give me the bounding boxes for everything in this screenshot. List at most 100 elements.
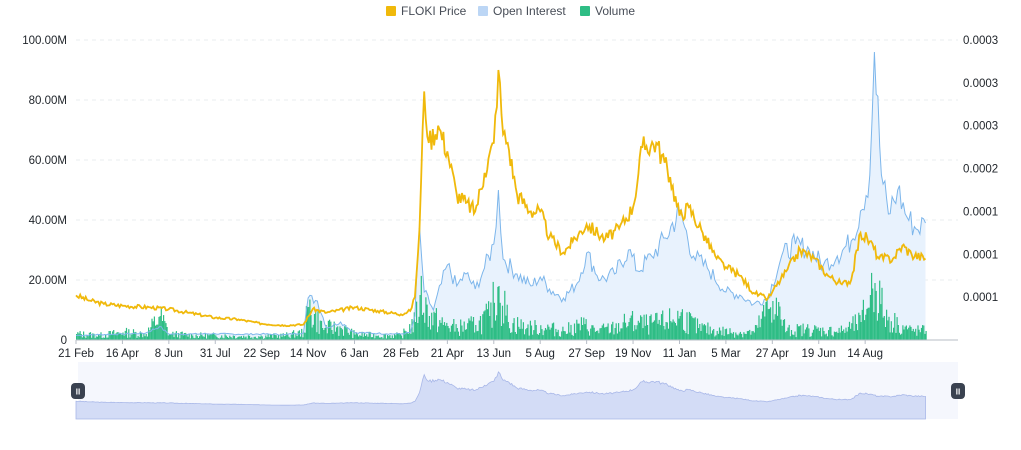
volume-bar bbox=[520, 319, 522, 340]
volume-bar bbox=[700, 331, 702, 340]
volume-bar bbox=[680, 312, 682, 340]
volume-bar bbox=[777, 315, 779, 340]
volume-bar bbox=[225, 335, 227, 340]
volume-bar bbox=[472, 317, 475, 340]
volume-bar bbox=[623, 313, 625, 340]
volume-bar bbox=[826, 336, 829, 340]
volume-bar bbox=[131, 334, 133, 340]
volume-bar bbox=[373, 333, 375, 340]
volume-bar bbox=[77, 332, 79, 340]
volume-bar bbox=[891, 332, 893, 340]
volume-bar bbox=[277, 334, 280, 340]
volume-bar bbox=[848, 321, 851, 340]
volume-bar bbox=[918, 329, 920, 340]
volume-bar bbox=[361, 331, 363, 340]
volume-bar bbox=[616, 333, 618, 340]
volume-bar bbox=[745, 334, 747, 340]
volume-bar bbox=[507, 322, 509, 340]
volume-bar bbox=[128, 329, 130, 340]
volume-bar bbox=[230, 337, 232, 340]
volume-bar bbox=[354, 334, 356, 340]
legend-swatch-open-interest bbox=[478, 6, 488, 16]
volume-bar bbox=[495, 320, 497, 340]
volume-bar bbox=[812, 329, 815, 340]
volume-bar bbox=[339, 326, 341, 340]
volume-bar bbox=[865, 314, 867, 340]
navigator-handle-left-box bbox=[71, 383, 85, 399]
navigator-handle-left[interactable]: II bbox=[71, 383, 85, 399]
volume-bar bbox=[916, 335, 918, 340]
volume-bar bbox=[392, 338, 394, 340]
volume-bar bbox=[159, 316, 161, 340]
volume-bar bbox=[284, 335, 287, 340]
volume-bar bbox=[645, 314, 647, 340]
volume-bar bbox=[499, 302, 501, 340]
volume-bar bbox=[597, 330, 599, 340]
volume-bar bbox=[362, 336, 364, 340]
volume-bar bbox=[430, 329, 432, 340]
volume-bar bbox=[823, 331, 825, 340]
volume-bar bbox=[231, 338, 233, 340]
volume-bar bbox=[427, 326, 429, 340]
legend-item-price[interactable]: FLOKI Price bbox=[386, 4, 467, 18]
volume-bar bbox=[671, 322, 673, 340]
volume-bar bbox=[638, 322, 641, 340]
volume-bar bbox=[888, 316, 890, 340]
grid bbox=[76, 39, 958, 281]
volume-bar bbox=[529, 320, 531, 340]
volume-bar bbox=[154, 325, 157, 340]
volume-bar bbox=[432, 325, 434, 340]
volume-bar bbox=[897, 325, 899, 340]
volume-bar bbox=[91, 337, 93, 340]
volume-bar bbox=[96, 336, 99, 340]
volume-bar bbox=[141, 332, 143, 340]
volume-bar bbox=[383, 334, 385, 340]
volume-bar bbox=[759, 327, 761, 340]
volume-bar bbox=[683, 329, 685, 340]
navigator[interactable]: II II bbox=[71, 362, 965, 420]
legend-item-volume[interactable]: Volume bbox=[580, 4, 635, 18]
volume-bar bbox=[344, 326, 346, 340]
volume-bar bbox=[235, 338, 237, 340]
volume-bar bbox=[766, 299, 768, 340]
volume-bar bbox=[660, 314, 663, 340]
navigator-handle-right[interactable]: II bbox=[951, 383, 965, 399]
volume-bar bbox=[469, 320, 471, 340]
volume-bar bbox=[643, 314, 645, 340]
volume-bar bbox=[793, 334, 795, 340]
volume-bar bbox=[150, 327, 152, 340]
volume-bar bbox=[910, 326, 912, 340]
volume-bar bbox=[896, 317, 898, 340]
volume-bar bbox=[452, 323, 454, 340]
volume-bar bbox=[185, 332, 187, 340]
volume-bar bbox=[425, 297, 427, 340]
volume-bar bbox=[168, 334, 170, 340]
volume-bar bbox=[864, 320, 866, 340]
volume-bar bbox=[268, 337, 270, 340]
plot-area[interactable] bbox=[75, 51, 927, 340]
volume-bar bbox=[860, 322, 862, 340]
volume-bar bbox=[687, 334, 689, 340]
volume-bar bbox=[880, 304, 882, 340]
volume-bar bbox=[743, 332, 745, 340]
volume-bar bbox=[647, 325, 649, 340]
volume-bar bbox=[642, 328, 644, 340]
legend-item-open-interest[interactable]: Open Interest bbox=[478, 4, 566, 18]
volume-bar bbox=[450, 325, 452, 340]
volume-bar bbox=[612, 321, 614, 340]
volume-bar bbox=[375, 335, 377, 340]
volume-bar bbox=[281, 336, 283, 340]
volume-bar bbox=[549, 329, 551, 340]
volume-bar bbox=[841, 331, 844, 340]
volume-bar bbox=[548, 326, 550, 340]
volume-bar bbox=[869, 295, 871, 340]
volume-bar bbox=[426, 304, 428, 340]
volume-bar bbox=[512, 323, 514, 340]
volume-bar bbox=[819, 327, 822, 340]
volume-bar bbox=[670, 321, 672, 340]
volume-bar bbox=[913, 331, 916, 340]
volume-bar bbox=[810, 336, 812, 340]
volume-bar bbox=[107, 337, 109, 340]
volume-bar bbox=[146, 336, 148, 340]
